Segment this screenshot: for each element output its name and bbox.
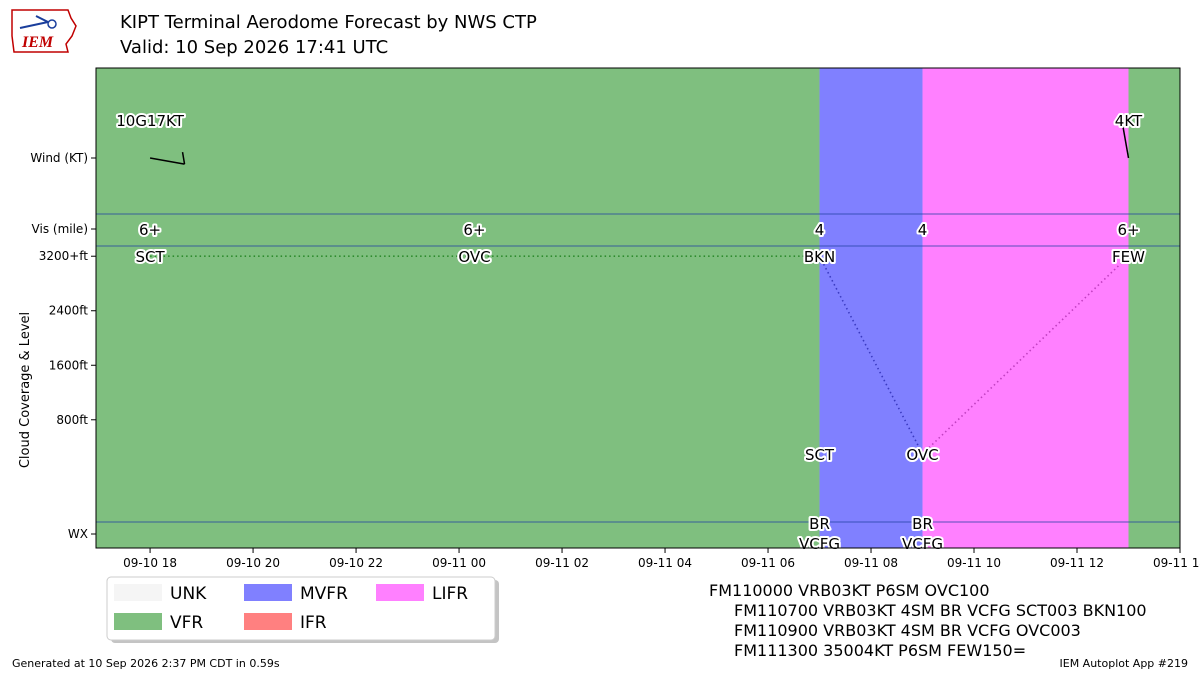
y-row-label: Vis (mile) bbox=[32, 222, 88, 236]
weather-label: VCFG bbox=[902, 535, 943, 553]
app-footer: IEM Autoplot App #219 bbox=[1059, 657, 1189, 670]
cloud-label: OVC bbox=[906, 446, 938, 464]
legend-label: UNK bbox=[170, 584, 207, 604]
wind-label: 4KT bbox=[1115, 112, 1143, 130]
visibility-label: 4 bbox=[918, 221, 928, 239]
logo-text: IEM bbox=[21, 34, 54, 51]
wind-barb-flag bbox=[181, 151, 186, 165]
visibility-label: 4 bbox=[815, 221, 825, 239]
cloud-label: OVC bbox=[458, 248, 490, 266]
taf-line: FM111300 35004KT P6SM FEW150= bbox=[734, 641, 1027, 660]
taf-line: FM110000 VRB03KT P6SM OVC100 bbox=[709, 581, 990, 600]
legend-label: LIFR bbox=[432, 584, 468, 604]
cloud-label: BKN bbox=[804, 248, 835, 266]
generated-footer: Generated at 10 Sep 2026 2:37 PM CDT in … bbox=[12, 657, 280, 670]
weather-label: VCFG bbox=[799, 535, 840, 553]
x-tick-label: 09-10 22 bbox=[329, 556, 383, 570]
cloud-label: SCT bbox=[135, 248, 165, 266]
cloud-tick-label: 800ft bbox=[56, 413, 88, 427]
legend-swatch-ifr bbox=[244, 613, 292, 630]
visibility-label: 6+ bbox=[139, 221, 161, 239]
plot-frame bbox=[95, 67, 1181, 549]
x-tick-label: 09-11 12 bbox=[1050, 556, 1104, 570]
y-row-label: Wind (KT) bbox=[30, 151, 88, 165]
taf-line: FM110700 VRB03KT 4SM BR VCFG SCT003 BKN1… bbox=[734, 601, 1147, 620]
x-tick-label: 09-11 10 bbox=[947, 556, 1001, 570]
wind-barb bbox=[149, 157, 185, 165]
category-band-vfr bbox=[1128, 68, 1180, 548]
cloud-tick-label: 2400ft bbox=[49, 304, 89, 318]
plot-area bbox=[96, 68, 1180, 548]
wind-barb bbox=[1121, 123, 1130, 159]
weather-label: BR bbox=[912, 515, 933, 533]
x-tick-label: 09-11 08 bbox=[844, 556, 898, 570]
legend-label: VFR bbox=[170, 613, 203, 633]
y-row-label: WX bbox=[68, 527, 88, 541]
x-tick-label: 09-11 14 bbox=[1153, 556, 1200, 570]
x-tick-label: 09-11 02 bbox=[535, 556, 589, 570]
legend-swatch-vfr bbox=[114, 613, 162, 630]
cloud-label: FEW bbox=[1112, 248, 1145, 266]
category-band-mvfr bbox=[819, 68, 923, 548]
x-tick-label: 09-11 06 bbox=[741, 556, 795, 570]
visibility-label: 6+ bbox=[1117, 221, 1139, 239]
visibility-label: 6+ bbox=[463, 221, 485, 239]
wind-barb-flag bbox=[1122, 118, 1131, 125]
chart-subtitle: Valid: 10 Sep 2026 17:41 UTC bbox=[120, 37, 389, 58]
cloud-trend-line bbox=[818, 255, 924, 455]
x-tick-label: 09-11 04 bbox=[638, 556, 692, 570]
legend-swatch-mvfr bbox=[244, 584, 292, 601]
legend-swatch-lifr bbox=[376, 584, 424, 601]
x-tick-label: 09-10 20 bbox=[226, 556, 280, 570]
legend-label: MVFR bbox=[300, 584, 348, 604]
iem-logo: IEM bbox=[11, 9, 77, 53]
legend-swatch-unk bbox=[114, 584, 162, 601]
x-tick-label: 09-10 18 bbox=[123, 556, 177, 570]
legend-label: IFR bbox=[300, 613, 327, 633]
category-band-vfr bbox=[96, 68, 820, 548]
cloud-tick-label: 1600ft bbox=[49, 358, 89, 372]
cloud-label: SCT bbox=[805, 446, 835, 464]
weather-label: BR bbox=[809, 515, 830, 533]
category-band-lifr bbox=[922, 68, 1129, 548]
chart-title: KIPT Terminal Aerodome Forecast by NWS C… bbox=[120, 12, 537, 33]
cloud-tick-label: 3200+ft bbox=[39, 249, 89, 263]
wind-label: 10G17KT bbox=[116, 112, 184, 130]
cloud-axis-label: Cloud Coverage & Level bbox=[18, 312, 33, 468]
x-tick-label: 09-11 00 bbox=[432, 556, 486, 570]
legend: UNK MVFR LIFR VFR IFR bbox=[106, 576, 499, 643]
taf-line: FM110900 VRB03KT 4SM BR VCFG OVC003 bbox=[734, 621, 1081, 640]
